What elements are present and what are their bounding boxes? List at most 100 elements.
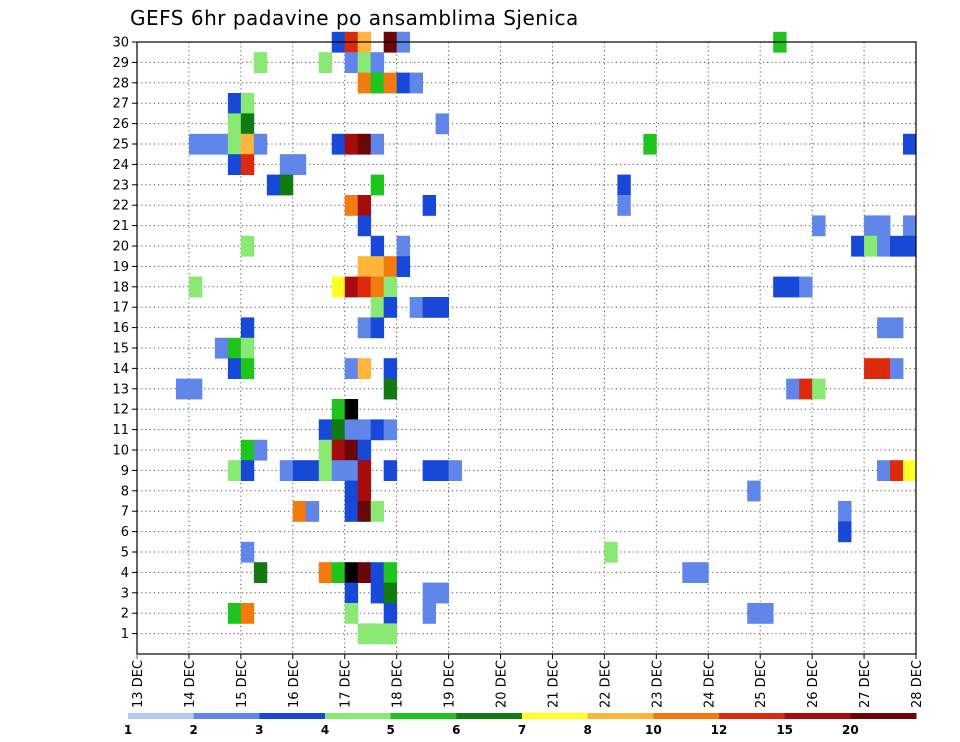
heat-cell [357, 317, 372, 339]
heat-cell [786, 378, 800, 400]
heat-cell [383, 72, 398, 94]
heat-cell [812, 215, 826, 237]
heat-cell [877, 317, 891, 339]
y-tick-label: 13 [112, 382, 129, 397]
heat-cell [344, 582, 359, 604]
heat-cell [370, 317, 385, 339]
heat-cell [617, 174, 631, 196]
heat-cell [357, 562, 372, 583]
heat-cell [305, 460, 320, 481]
heat-cell [877, 235, 891, 257]
heat-cell [786, 276, 800, 298]
y-tick-label: 1 [121, 627, 129, 642]
heat-cell [357, 195, 372, 216]
colorbar-label: 1 [124, 723, 132, 737]
heat-cell [331, 133, 346, 155]
heat-cell [344, 460, 359, 481]
heat-cell [682, 562, 696, 583]
heat-cell [422, 603, 437, 624]
x-tick-label: 20 DEC [495, 660, 510, 708]
heat-cell [357, 52, 372, 73]
heat-cell [292, 460, 307, 481]
x-tick-label: 21 DEC [546, 660, 561, 708]
y-tick-label: 7 [121, 505, 129, 520]
x-tick-label: 14 DEC [183, 660, 198, 708]
heat-cell [240, 133, 255, 155]
heat-cell [357, 460, 372, 481]
heat-cell [383, 460, 398, 481]
heat-cell [409, 72, 424, 94]
heat-cell [383, 256, 398, 277]
heat-cell [357, 419, 372, 441]
heat-cell [448, 460, 462, 481]
y-tick-label: 30 [112, 36, 129, 51]
heat-cell [279, 460, 294, 481]
heat-cell [227, 603, 242, 624]
y-tick-label: 26 [112, 117, 129, 132]
heat-cell [357, 358, 372, 379]
heat-cell [240, 358, 255, 379]
heat-cell [227, 337, 242, 359]
heat-cell [812, 378, 826, 400]
heat-cell [370, 235, 385, 257]
heat-cell [903, 215, 917, 237]
heat-cell [370, 623, 385, 645]
y-tick-label: 4 [121, 566, 129, 581]
y-tick-label: 24 [112, 158, 129, 173]
colorbar-swatch [850, 713, 917, 719]
colorbar-swatch [587, 713, 654, 719]
x-tick-label: 18 DEC [391, 660, 406, 708]
heat-cell [227, 154, 242, 175]
y-tick-label: 17 [112, 301, 129, 316]
heat-cell [357, 133, 372, 155]
heat-cell [643, 133, 657, 155]
heat-cell [422, 460, 437, 481]
heat-cell [344, 501, 359, 522]
colorbar-label: 2 [189, 723, 197, 737]
heat-cell [240, 460, 255, 481]
colorbar-label: 6 [452, 723, 460, 737]
heat-cell [344, 133, 359, 155]
x-tick-label: 24 DEC [702, 660, 717, 708]
heat-cell [188, 276, 203, 298]
heat-cell [344, 439, 359, 461]
heat-cell [357, 480, 372, 502]
heat-cell [266, 174, 281, 196]
heat-cell [747, 603, 761, 624]
x-tick-label: 15 DEC [235, 660, 250, 708]
colorbar-label: 8 [583, 723, 591, 737]
heat-cell [214, 133, 229, 155]
y-tick-label: 2 [121, 607, 129, 622]
heat-cell [318, 460, 333, 481]
heat-cell [877, 358, 891, 379]
heat-cell [227, 93, 242, 114]
heat-cell [422, 582, 437, 604]
colorbar-swatch [325, 713, 392, 719]
heat-cell [799, 276, 813, 298]
heat-cell [370, 133, 385, 155]
colorbar-label: 10 [645, 723, 662, 737]
heat-cell [357, 72, 372, 94]
x-tick-label: 13 DEC [131, 660, 146, 708]
heat-cell [344, 399, 359, 420]
heat-cell [240, 603, 255, 624]
heat-cell [357, 501, 372, 522]
heat-cell [617, 195, 631, 216]
y-tick-label: 16 [112, 321, 129, 336]
x-tick-label: 19 DEC [443, 660, 458, 708]
heat-cell [877, 460, 891, 481]
heat-cell [838, 501, 852, 522]
colorbar-swatch [390, 713, 457, 719]
heat-cell [188, 378, 203, 400]
heat-cell [318, 52, 333, 73]
heat-cell [890, 317, 904, 339]
y-tick-label: 3 [121, 586, 129, 601]
y-tick-label: 28 [112, 76, 129, 91]
heat-cell [240, 439, 255, 461]
y-tick-label: 6 [121, 525, 129, 540]
heat-cell [357, 623, 372, 645]
y-tick-label: 10 [112, 444, 129, 459]
heat-cell [396, 235, 411, 257]
heat-cell [370, 419, 385, 441]
x-tick-label: 26 DEC [806, 660, 821, 708]
